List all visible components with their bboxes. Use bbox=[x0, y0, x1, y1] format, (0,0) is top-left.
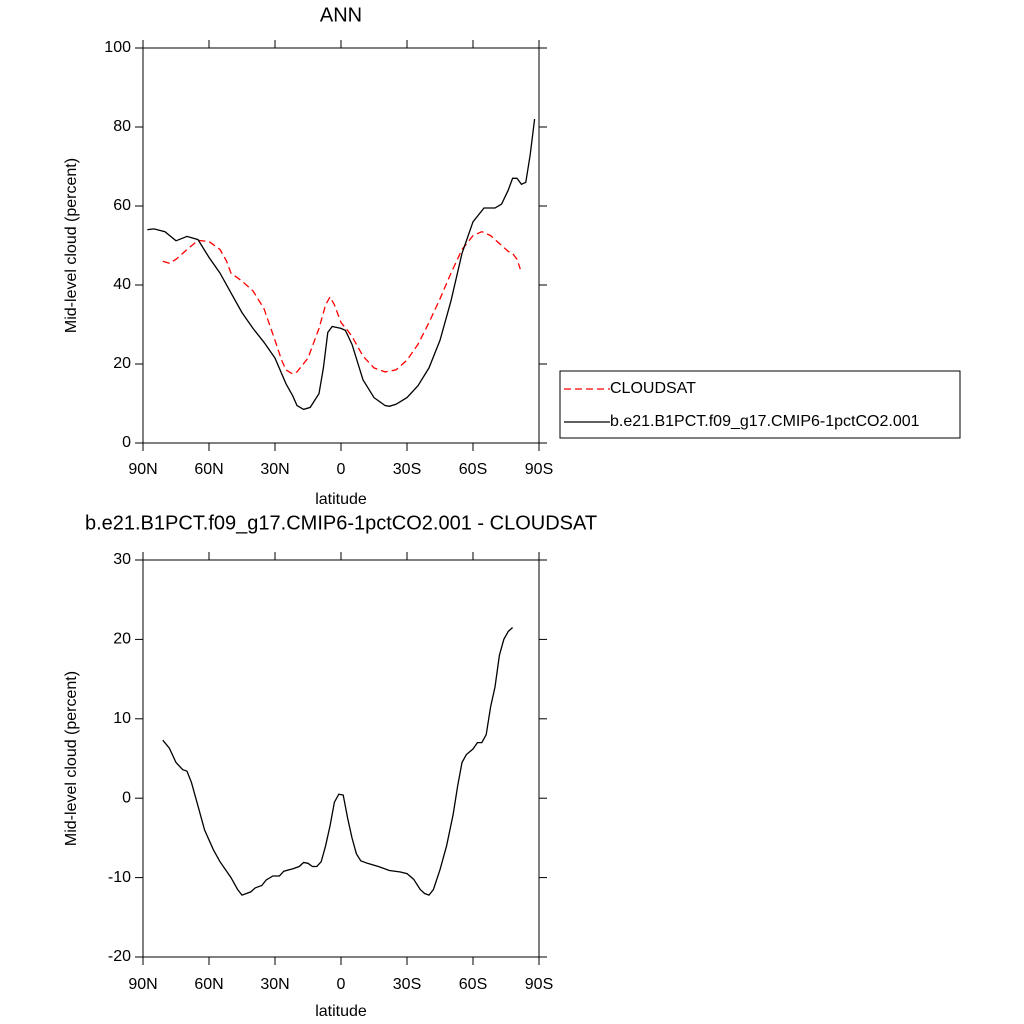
y-tick-label: 30 bbox=[113, 551, 131, 568]
x-tick-label: 60N bbox=[194, 461, 223, 478]
x-tick-label: 60S bbox=[459, 461, 487, 478]
data-line bbox=[162, 230, 521, 375]
x-tick-label: 60N bbox=[194, 976, 223, 993]
y-tick-label: 60 bbox=[113, 197, 131, 214]
y-axis-label: Mid-level cloud (percent) bbox=[63, 158, 80, 333]
y-tick-label: 40 bbox=[113, 276, 131, 293]
x-tick-label: 90S bbox=[525, 461, 553, 478]
x-tick-label: 0 bbox=[337, 461, 346, 478]
y-tick-label: 80 bbox=[113, 118, 131, 135]
legend-box bbox=[559, 370, 961, 439]
chart-title: b.e21.B1PCT.f09_g17.CMIP6-1pctCO2.001 - … bbox=[85, 512, 597, 534]
y-tick-label: 0 bbox=[122, 434, 131, 451]
y-tick-label: 20 bbox=[113, 355, 131, 372]
y-axis-label: Mid-level cloud (percent) bbox=[63, 671, 80, 846]
y-tick-label: 10 bbox=[113, 710, 131, 727]
y-tick-label: 0 bbox=[122, 789, 131, 806]
data-line bbox=[162, 627, 514, 896]
x-tick-label: 0 bbox=[337, 976, 346, 993]
chart-title: ANN bbox=[320, 4, 362, 26]
plot-frame bbox=[142, 559, 540, 958]
x-tick-label: 30N bbox=[260, 976, 289, 993]
x-tick-label: 90S bbox=[525, 976, 553, 993]
y-tick-label: -10 bbox=[108, 869, 131, 886]
x-tick-label: 90N bbox=[128, 461, 157, 478]
x-tick-label: 60S bbox=[459, 976, 487, 993]
data-line bbox=[147, 119, 536, 411]
legend-label: b.e21.B1PCT.f09_g17.CMIP6-1pctCO2.001 bbox=[610, 413, 920, 430]
legend-label: CLOUDSAT bbox=[610, 380, 696, 397]
x-tick-label: 30N bbox=[260, 461, 289, 478]
y-tick-label: -20 bbox=[108, 948, 131, 965]
y-tick-label: 100 bbox=[104, 39, 131, 56]
x-axis-label: latitude bbox=[315, 491, 367, 508]
y-tick-label: 20 bbox=[113, 631, 131, 648]
x-tick-label: 30S bbox=[393, 461, 421, 478]
x-tick-label: 90N bbox=[128, 976, 157, 993]
x-tick-label: 30S bbox=[393, 976, 421, 993]
x-axis-label: latitude bbox=[315, 1003, 367, 1020]
